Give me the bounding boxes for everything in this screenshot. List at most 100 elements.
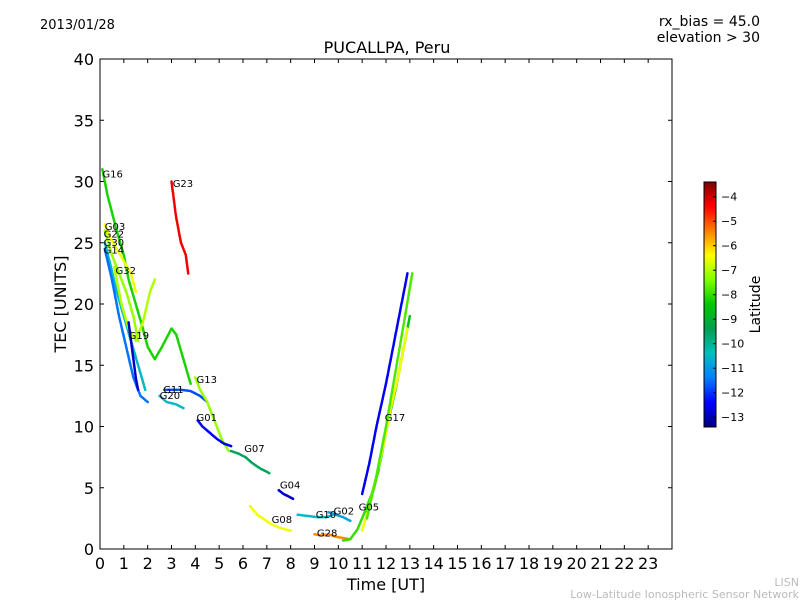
data-point <box>153 278 157 281</box>
footer-org-short: LISN <box>774 576 799 589</box>
x-tick-label: 0 <box>95 554 105 573</box>
series-g04 <box>277 488 295 501</box>
x-tick-label: 5 <box>214 554 224 573</box>
prn-label: G11 <box>163 385 183 396</box>
data-point <box>349 519 352 523</box>
data-point <box>289 529 293 532</box>
series-g03 <box>103 223 138 294</box>
colorbar-label: Latitude <box>748 276 764 334</box>
prn-label: G17 <box>385 413 405 424</box>
series-g22 <box>103 229 140 343</box>
prn-label: G19 <box>129 331 149 342</box>
y-tick-label: 40 <box>74 50 94 69</box>
series-g10 <box>296 513 335 519</box>
data-point <box>182 406 185 410</box>
colorbar-tick-label: −8 <box>721 289 737 302</box>
data-point <box>410 272 414 275</box>
colorbar <box>703 181 717 428</box>
x-tick-label: 22 <box>614 554 634 573</box>
data-point <box>168 388 171 392</box>
y-tick-label: 30 <box>74 173 94 192</box>
x-tick-label: 17 <box>495 554 515 573</box>
series-g32 <box>113 266 157 343</box>
colorbar-tick-label: −7 <box>721 264 737 277</box>
x-tick-label: 3 <box>166 554 176 573</box>
x-tick-label: 15 <box>447 554 467 573</box>
plot-area <box>99 58 673 550</box>
y-tick-label: 35 <box>74 111 94 130</box>
footer-org-long: Low-Latitude Ionospheric Sensor Network <box>570 588 799 601</box>
data-point <box>166 388 170 392</box>
data-point <box>291 497 295 501</box>
colorbar-tick-label: −12 <box>721 387 744 400</box>
data-point <box>164 388 168 392</box>
x-tick-label: 16 <box>471 554 491 573</box>
x-tick-label: 18 <box>519 554 539 573</box>
data-point <box>134 290 138 294</box>
prn-label: G22 <box>104 229 124 240</box>
data-point <box>406 272 409 275</box>
data-point <box>408 315 412 318</box>
x-tick-label: 13 <box>400 554 420 573</box>
data-point <box>136 388 140 392</box>
y-tick-label: 10 <box>74 418 94 437</box>
series-g07 <box>229 449 271 475</box>
colorbar-tick-label: −10 <box>721 338 744 351</box>
colorbar-tick-label: −13 <box>721 411 744 424</box>
prn-label: G30 <box>104 238 124 249</box>
prn-label: G01 <box>197 413 217 424</box>
prn-label: G05 <box>359 503 379 514</box>
y-tick-label: 0 <box>84 540 94 559</box>
data-point <box>267 471 271 475</box>
x-tick-label: 11 <box>352 554 372 573</box>
y-tick-label: 5 <box>84 479 94 498</box>
prn-label: G20 <box>160 391 180 402</box>
prn-label: G13 <box>197 375 217 386</box>
prn-label: G28 <box>317 528 337 539</box>
prn-label: G07 <box>244 444 264 455</box>
series-g02 <box>327 511 352 523</box>
prn-label: G08 <box>272 515 292 526</box>
series-g17c <box>360 272 409 496</box>
rx-bias-label: rx_bias = 45.0 <box>658 14 760 30</box>
prn-label: G32 <box>116 266 136 277</box>
data-point <box>227 449 230 453</box>
data-point <box>136 339 140 343</box>
colorbar-tick-label: −4 <box>721 191 737 204</box>
series-g01 <box>196 419 233 448</box>
x-tick-label: 12 <box>376 554 396 573</box>
x-tick-label: 23 <box>638 554 658 573</box>
prn-label: G14 <box>104 245 124 256</box>
x-tick-label: 6 <box>238 554 248 573</box>
prn-label: G03 <box>105 222 125 233</box>
y-tick-label: 20 <box>74 295 94 314</box>
colorbar-tick-label: −9 <box>721 313 737 326</box>
x-tick-label: 20 <box>566 554 586 573</box>
series-g28 <box>313 533 352 541</box>
colorbar-tick-label: −5 <box>721 215 737 228</box>
x-tick-label: 2 <box>143 554 153 573</box>
data-point <box>146 400 149 404</box>
series-g20 <box>158 394 185 410</box>
x-tick-label: 4 <box>190 554 200 573</box>
series-g17d <box>365 272 414 520</box>
x-tick-label: 8 <box>286 554 296 573</box>
prn-label: G04 <box>280 481 300 492</box>
data-point <box>189 382 192 385</box>
elevation-label: elevation > 30 <box>656 30 760 46</box>
data-point <box>229 444 233 448</box>
prn-label: G16 <box>102 169 122 180</box>
chart-title: PUCALLPA, Peru <box>323 38 451 57</box>
prn-label: G10 <box>316 510 336 521</box>
data-point <box>144 388 147 392</box>
data-point <box>186 272 190 275</box>
y-tick-label: 25 <box>74 234 94 253</box>
colorbar-tick-label: −6 <box>721 240 737 253</box>
x-tick-label: 9 <box>309 554 319 573</box>
prn-label: G02 <box>334 506 354 517</box>
y-tick-label: 15 <box>74 356 94 375</box>
colorbar-tick-label: −11 <box>721 362 744 375</box>
x-tick-label: 10 <box>328 554 348 573</box>
